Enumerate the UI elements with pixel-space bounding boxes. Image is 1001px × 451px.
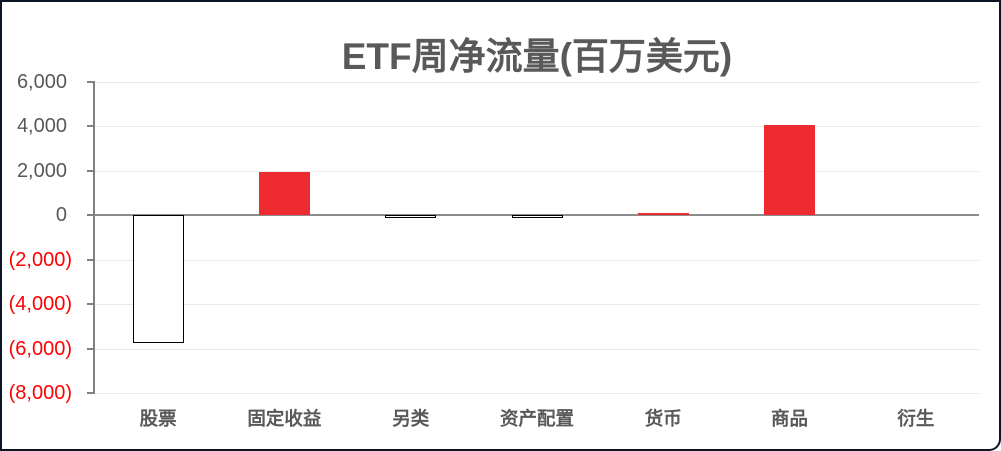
y-axis-tick — [87, 347, 95, 350]
y-axis-tick — [87, 169, 95, 172]
gridline — [95, 304, 979, 306]
bar-equity — [132, 215, 184, 343]
y-axis-tick — [87, 258, 95, 261]
x-axis-label-currency: 货币 — [644, 408, 682, 429]
x-axis-label-fixed-income: 固定收益 — [247, 408, 322, 429]
bar-alternatives — [385, 215, 437, 218]
x-axis-label-asset-allocation: 资产配置 — [499, 408, 574, 429]
x-axis-label-alternatives: 另类 — [392, 408, 430, 429]
gridline — [95, 170, 979, 172]
bar-fixed-income — [258, 171, 310, 216]
x-axis-label-commodity: 商品 — [771, 408, 809, 429]
y-axis-line — [93, 82, 95, 393]
gridline — [95, 348, 979, 350]
y-axis-tick — [87, 303, 95, 306]
chart-title: ETF周净流量(百万美元) — [341, 36, 733, 77]
y-axis-label: 6,000 — [16, 71, 67, 93]
y-axis-tick — [87, 81, 95, 83]
y-axis-label: (6,000) — [8, 337, 72, 360]
gridline — [95, 126, 979, 128]
y-axis-tick — [87, 392, 95, 394]
y-axis-label: (8,000) — [8, 382, 72, 404]
x-axis-label-equity: 股票 — [139, 408, 177, 429]
gridline — [95, 82, 979, 83]
bar-currency — [637, 213, 689, 216]
y-axis-tick — [87, 125, 95, 128]
y-axis-label: (4,000) — [8, 293, 72, 316]
x-axis-label-derivatives: 衍生 — [897, 408, 935, 429]
y-axis-label: 2,000 — [16, 159, 67, 182]
y-axis-tick — [87, 214, 95, 217]
gridline — [95, 393, 979, 394]
gridline — [95, 259, 979, 261]
y-axis-label: (2,000) — [8, 248, 72, 271]
bar-commodity — [764, 125, 816, 216]
bar-asset-allocation — [511, 215, 563, 218]
y-axis-label: 4,000 — [16, 115, 67, 138]
y-axis-label: 0 — [55, 204, 67, 227]
